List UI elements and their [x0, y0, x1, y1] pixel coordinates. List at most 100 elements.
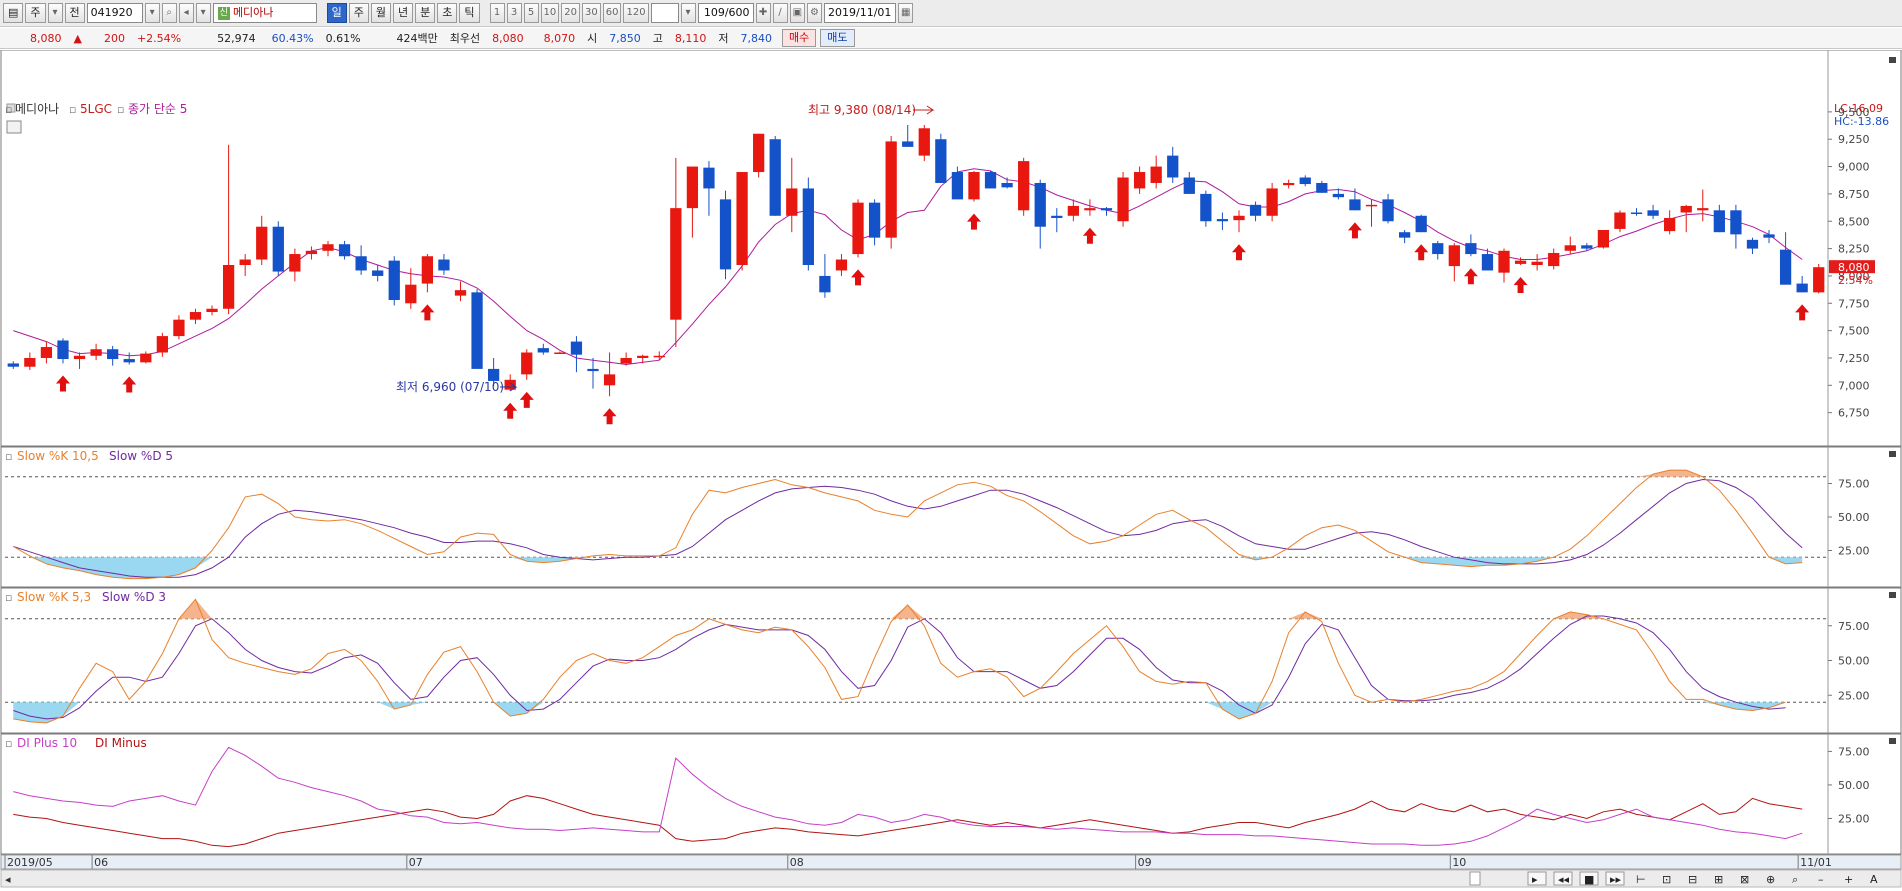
candle-body [719, 199, 732, 270]
chart-control-icon: ⊕ [1766, 873, 1775, 886]
price-tick-label: 9,000 [1838, 161, 1870, 174]
interval-20[interactable]: 20 [561, 3, 580, 23]
lc-label: LC:16.09 [1834, 102, 1883, 115]
market-select[interactable]: 전 [64, 3, 85, 23]
buy-button[interactable]: 매수 [782, 29, 817, 47]
buy-signal-arrow-icon [503, 402, 518, 419]
interval-5[interactable]: 5 [523, 3, 539, 23]
tab-year[interactable]: 년 [393, 3, 414, 23]
panel-frame-0 [0, 50, 1902, 447]
candle-body [305, 250, 318, 255]
candle-body [487, 368, 500, 381]
save-icon[interactable]: ▣ [789, 3, 806, 23]
candle-body [1034, 182, 1046, 227]
x-axis-label: 08 [790, 856, 804, 869]
candle-body [1746, 239, 1759, 249]
interval-10[interactable]: 10 [540, 3, 560, 23]
buy-signal-arrow-icon [1795, 304, 1810, 321]
overbought-fill [13, 599, 1786, 619]
interval-30[interactable]: 30 [582, 3, 601, 23]
candle-body [1067, 205, 1079, 216]
code-input[interactable]: 041920 [86, 3, 143, 23]
playback-button [1579, 871, 1599, 886]
candle-body [1630, 212, 1643, 214]
candle-body [421, 256, 434, 284]
candle-body [1581, 245, 1593, 249]
interval-input[interactable] [650, 3, 679, 23]
chart-area: 6,750 7,000 7,250 7,500 7,750 8,000 8,250 8,500… [0, 50, 1902, 888]
candle-body [570, 341, 583, 355]
chart-menu-icon [6, 103, 16, 113]
tab-second[interactable]: 초 [437, 3, 458, 23]
low-pointer-icon [500, 382, 518, 392]
price-tick-label: 7,500 [1838, 325, 1870, 338]
chart-control-icon: ⊞ [1714, 873, 1723, 886]
chart-control-icon: ⌕ [1792, 873, 1798, 886]
tab-minute[interactable]: 분 [415, 3, 436, 23]
candle-body [222, 265, 235, 309]
candle-body [140, 353, 152, 363]
type-dropdown-icon[interactable]: ▾ [47, 3, 63, 23]
volume: 52,974 [217, 31, 256, 45]
candle-body [272, 226, 284, 272]
sell-button[interactable]: 매도 [820, 29, 855, 47]
search-icon[interactable]: ⌕ [161, 3, 177, 23]
tab-tick[interactable]: 틱 [459, 3, 480, 23]
date-input[interactable]: 2019/11/01 [824, 3, 897, 23]
last-pct-label: 2.54% [1838, 274, 1873, 287]
interval-60[interactable]: 60 [602, 3, 622, 23]
candle-body [107, 349, 119, 360]
gear-icon[interactable]: ⚙ [807, 3, 823, 23]
panel-menu-icon [1889, 592, 1896, 598]
line-tool-icon[interactable]: ∕ [772, 3, 788, 23]
candle-body [454, 290, 467, 296]
candle-body [90, 349, 102, 356]
speaker-icon[interactable]: ◂ [178, 3, 194, 23]
candle-body [1398, 232, 1411, 238]
calendar-icon[interactable]: ▦ [898, 3, 914, 23]
price-tick-label: 7,000 [1838, 379, 1870, 392]
crosshair-icon[interactable]: ✚ [755, 3, 771, 23]
candle-body [521, 352, 533, 375]
open-price: 7,850 [609, 31, 641, 45]
interval-120[interactable]: 120 [623, 3, 649, 23]
candle-body [1432, 243, 1444, 255]
count-input[interactable]: 109/600 [697, 3, 754, 23]
candle-body [1597, 230, 1610, 248]
tab-week[interactable]: 주 [348, 3, 369, 23]
type-select[interactable]: 주 [25, 3, 46, 23]
chart-control-icon: ⊟ [1688, 873, 1697, 886]
candle-body [1680, 205, 1692, 213]
code-dropdown-icon[interactable]: ▾ [144, 3, 160, 23]
interval-3[interactable]: 3 [506, 3, 522, 23]
arrow-dropdown-icon[interactable]: ▾ [195, 3, 211, 23]
candle-body [73, 355, 86, 360]
price-tick-label: 8,250 [1838, 243, 1870, 256]
chart-control-icon: ▸ [1532, 873, 1538, 886]
layout-icon[interactable]: ▤ [3, 3, 24, 23]
price-tick-label: 8,500 [1838, 215, 1870, 228]
candle-body [968, 172, 980, 200]
price-tick-label: 6,750 [1838, 407, 1870, 420]
candle-body [1647, 210, 1659, 216]
low-annotation: 최저 6,960 (07/10) [396, 380, 504, 394]
interval-dropdown-icon[interactable]: ▾ [680, 3, 696, 23]
buy-signal-arrow-icon [1082, 227, 1097, 244]
buy-signal-arrow-icon [55, 375, 70, 392]
interval-1[interactable]: 1 [489, 3, 505, 23]
tab-day[interactable]: 일 [326, 3, 347, 23]
candle-body [703, 167, 715, 189]
candle-body [753, 133, 765, 173]
tab-month[interactable]: 월 [370, 3, 392, 23]
oversold-fill [13, 557, 1803, 579]
series-line-2 [13, 795, 1803, 848]
chart-canvas[interactable]: 6,7507,0007,2507,5007,7508,0008,2508,500… [0, 50, 1902, 888]
low-label: 저 [718, 32, 729, 45]
candle-body [1051, 215, 1063, 218]
price-tick-label: 8,750 [1838, 188, 1870, 201]
trade-amount: 424백만 [396, 32, 438, 45]
stock-name-field[interactable]: 신 메디아나 [212, 3, 317, 23]
candle-body [686, 166, 699, 209]
indicator-tick-label: 75.00 [1838, 620, 1870, 633]
candle-body [1133, 172, 1146, 189]
